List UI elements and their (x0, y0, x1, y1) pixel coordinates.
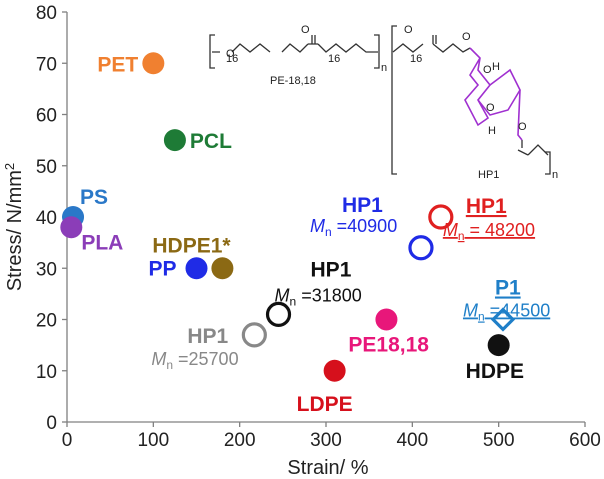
chem-oxygen: O (404, 24, 413, 36)
chem-repeat2: n (552, 169, 558, 181)
chem-h1: H (492, 61, 500, 73)
data-sublabel: Mn =31800 (275, 285, 362, 308)
y-tick-label: 20 (36, 311, 57, 332)
chem-n2: 16 (328, 53, 340, 65)
y-tick-label: 70 (36, 54, 57, 75)
chem-oxygen: O (462, 31, 471, 43)
y-tick-label: 40 (36, 208, 57, 229)
data-label: HP1 (187, 325, 228, 348)
data-label: PS (80, 186, 108, 209)
data-point (211, 257, 234, 280)
data-label: PLA (81, 231, 123, 254)
x-tick-labels: 0 100 200 300 400 500 600 (62, 430, 601, 451)
data-point (60, 216, 83, 239)
data-point (428, 204, 454, 230)
hp1-bracket-right (545, 151, 551, 175)
data-label: HDPE1* (152, 234, 231, 257)
chem-polymer2: HP1 (478, 169, 499, 181)
chem-h2: H (488, 125, 496, 137)
data-label: LDPE (297, 393, 353, 416)
chem-oxygen: O (486, 102, 495, 114)
pe-chain (212, 43, 378, 53)
data-points (60, 52, 516, 382)
x-axis-title: Strain/ % (287, 457, 368, 479)
data-point (265, 301, 292, 327)
data-label: HP1 (466, 195, 507, 218)
chem-n1: 16 (226, 53, 238, 65)
data-label: PCL (190, 130, 232, 153)
data-label: PE18,18 (348, 334, 429, 357)
data-label: P1 (495, 277, 521, 300)
data-point (185, 257, 208, 280)
axes (62, 11, 586, 427)
chemical-structure (209, 25, 551, 175)
svg-text:Stress/ N/mm2: Stress/ N/mm2 (2, 163, 26, 291)
data-point (375, 308, 398, 331)
hp1-bracket-left (391, 25, 397, 175)
x-tick-label: 500 (483, 430, 515, 451)
data-point (490, 307, 516, 332)
x-tick-label: 600 (569, 430, 601, 451)
chem-polymer1: PE-18,18 (270, 75, 316, 87)
y-axis-title-exp: 2 (2, 163, 17, 170)
y-tick-label: 60 (36, 106, 57, 127)
y-axis-title: Stress/ N/mm2 (2, 163, 26, 291)
x-tick-label: 100 (137, 430, 169, 451)
x-tick-label: 300 (310, 430, 342, 451)
data-point (241, 322, 267, 348)
y-axis-title-main: Stress/ N/mm (4, 170, 26, 291)
chem-n3: 16 (410, 53, 422, 65)
data-point (142, 52, 165, 75)
data-point (487, 334, 510, 357)
hp1-carbonyl (432, 35, 437, 44)
data-label: HP1 (311, 258, 352, 281)
y-tick-label: 0 (46, 413, 57, 434)
isosorbide-ring (464, 47, 523, 141)
data-label: HDPE (466, 360, 524, 383)
pe-bracket-right (374, 34, 380, 69)
hp1-tail (517, 140, 549, 156)
data-label: PET (97, 53, 138, 76)
data-sublabel: Mn =44500 (463, 301, 550, 324)
hp1-chain (392, 43, 471, 53)
pe-carbonyl (308, 35, 318, 45)
data-sublabel: Mn = 48200 (443, 220, 535, 243)
data-point (408, 235, 434, 261)
data-sublabel: Mn =25700 (151, 349, 238, 372)
y-tick-label: 80 (36, 3, 57, 24)
x-tick-label: 0 (62, 430, 73, 451)
chem-oxygen: O (301, 24, 310, 36)
pe-bracket-left (209, 34, 215, 69)
chem-repeat1: n (381, 62, 387, 74)
data-label: PP (149, 257, 177, 280)
y-tick-label: 30 (36, 259, 57, 280)
data-point (163, 129, 186, 152)
chem-oxygen: O (518, 121, 527, 133)
data-label: HP1 (342, 194, 383, 217)
x-tick-label: 200 (224, 430, 256, 451)
data-point (323, 359, 346, 382)
data-sublabel: Mn =40900 (310, 216, 397, 239)
y-tick-label: 50 (36, 157, 57, 178)
y-tick-label: 10 (36, 362, 57, 383)
chem-oxygen: O (483, 64, 492, 76)
x-tick-label: 400 (396, 430, 428, 451)
y-tick-labels: 0 10 20 30 40 50 60 70 80 (36, 3, 57, 434)
chem-oxygen: O (226, 48, 235, 60)
